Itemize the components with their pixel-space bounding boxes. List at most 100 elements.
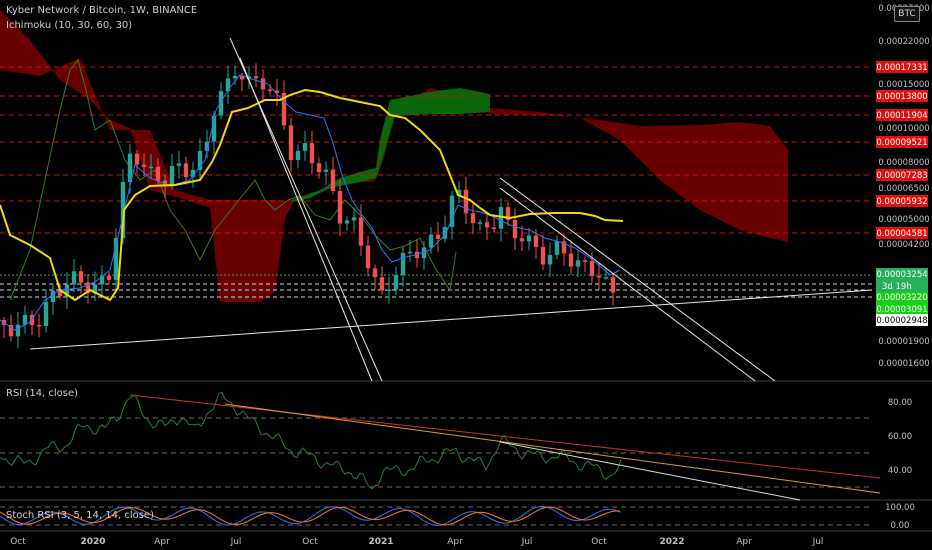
candle [288,125,294,161]
price-label-box [876,61,928,73]
candle [414,251,420,259]
price-label: 0.00005932 [876,197,927,207]
candle [603,277,609,279]
candle [218,91,224,116]
price-tick-label: 0.00022000 [878,37,929,47]
price-label-box [876,195,928,207]
candle [22,314,28,325]
price-label: 0.00017331 [876,63,927,73]
candle [582,260,588,262]
candle [71,271,77,285]
rsi-line [0,392,622,490]
price-tick-label: 0.00008000 [878,158,929,168]
candle [57,290,63,297]
price-label-box [876,109,928,121]
time-tick-label: Jul [521,537,533,547]
price-label-box [876,136,928,148]
resistance-trendline [499,177,776,382]
candle [547,254,553,265]
candle [519,238,525,242]
countdown-box [876,280,928,292]
candle [36,324,42,327]
price-tick-label: 0.00001600 [878,359,929,369]
rsi-tick-label: 80.00 [888,398,912,408]
time-tick-label: Oct [591,537,607,547]
stoch-d-line [0,506,621,526]
candle [498,207,504,229]
ichimoku-base-line [0,88,624,302]
ichimoku-cloud-bull [292,88,490,202]
time-tick-label: Apr [154,537,170,547]
candle [421,247,427,259]
candle [358,217,364,246]
time-tick-label: 2020 [80,537,105,547]
candle [379,277,385,291]
rsi-trendline-orange [224,403,881,494]
rsi-trendline-red [129,394,881,479]
candle [281,93,287,126]
candle [113,237,119,280]
candle [85,282,91,294]
price-label: 0.00004581 [876,229,927,239]
price-label: 0.00002948 [876,316,927,326]
candle [106,275,112,280]
price-label-box [876,314,928,326]
resistance-trendline [239,57,373,382]
candle [596,276,602,278]
candle [554,241,560,255]
stoch-tick-label: 100.00 [885,503,915,513]
price-tick-label: 0.00006500 [878,184,929,194]
candle [463,189,469,214]
price-label-box [876,169,928,181]
stoch-tick-label: 0.00 [891,521,910,531]
time-tick-label: Jul [812,537,824,547]
candle [330,169,336,191]
candle [400,252,406,276]
ichimoku-conversion-line [0,74,621,331]
candle [176,163,182,166]
ichimoku-legend[interactable]: Ichimoku (10, 30, 60, 30) [6,20,133,31]
price-label: 0.00003091 [876,305,927,315]
price-tick-label: 0.00010000 [878,124,929,134]
ichimoku-lagging-span [9,58,457,301]
candle [533,235,539,247]
candle [351,217,357,221]
price-label: 0.00011904 [876,111,927,121]
candle [225,78,231,92]
time-tick-label: Oct [10,537,26,547]
ichimoku-cloud-bear [0,10,788,302]
candle [302,143,308,151]
candle [470,213,476,224]
candle [407,251,413,254]
price-label: 0.00009521 [876,138,927,148]
candle [183,163,189,178]
candle [162,180,168,186]
price-tick-label: 0.00015000 [878,80,929,90]
candle [372,268,378,278]
candle [344,220,350,224]
candle [190,169,196,178]
price-label: 0.00003254 [876,270,927,280]
candle [435,234,441,239]
stoch-rsi-legend[interactable]: Stoch RSI (3, 5, 14, 14, close) [6,510,154,521]
candle [211,115,217,142]
candle [386,289,392,291]
time-tick-label: 2022 [659,537,684,547]
candle [505,207,511,220]
candle [512,219,518,239]
chart-title: Kyber Network / Bitcoin, 1W, BINANCE [6,5,198,16]
price-label: 0.00013800 [876,92,927,102]
support-trendline [29,289,873,350]
candle [449,195,455,227]
candle [442,226,448,239]
candle [316,163,322,173]
candle [232,75,238,79]
candle [197,150,203,170]
candle [365,245,371,269]
candle [610,277,616,293]
candle [253,76,259,79]
currency-badge[interactable]: BTC [894,6,920,22]
candle [477,222,483,224]
rsi-legend[interactable]: RSI (14, close) [6,388,79,399]
